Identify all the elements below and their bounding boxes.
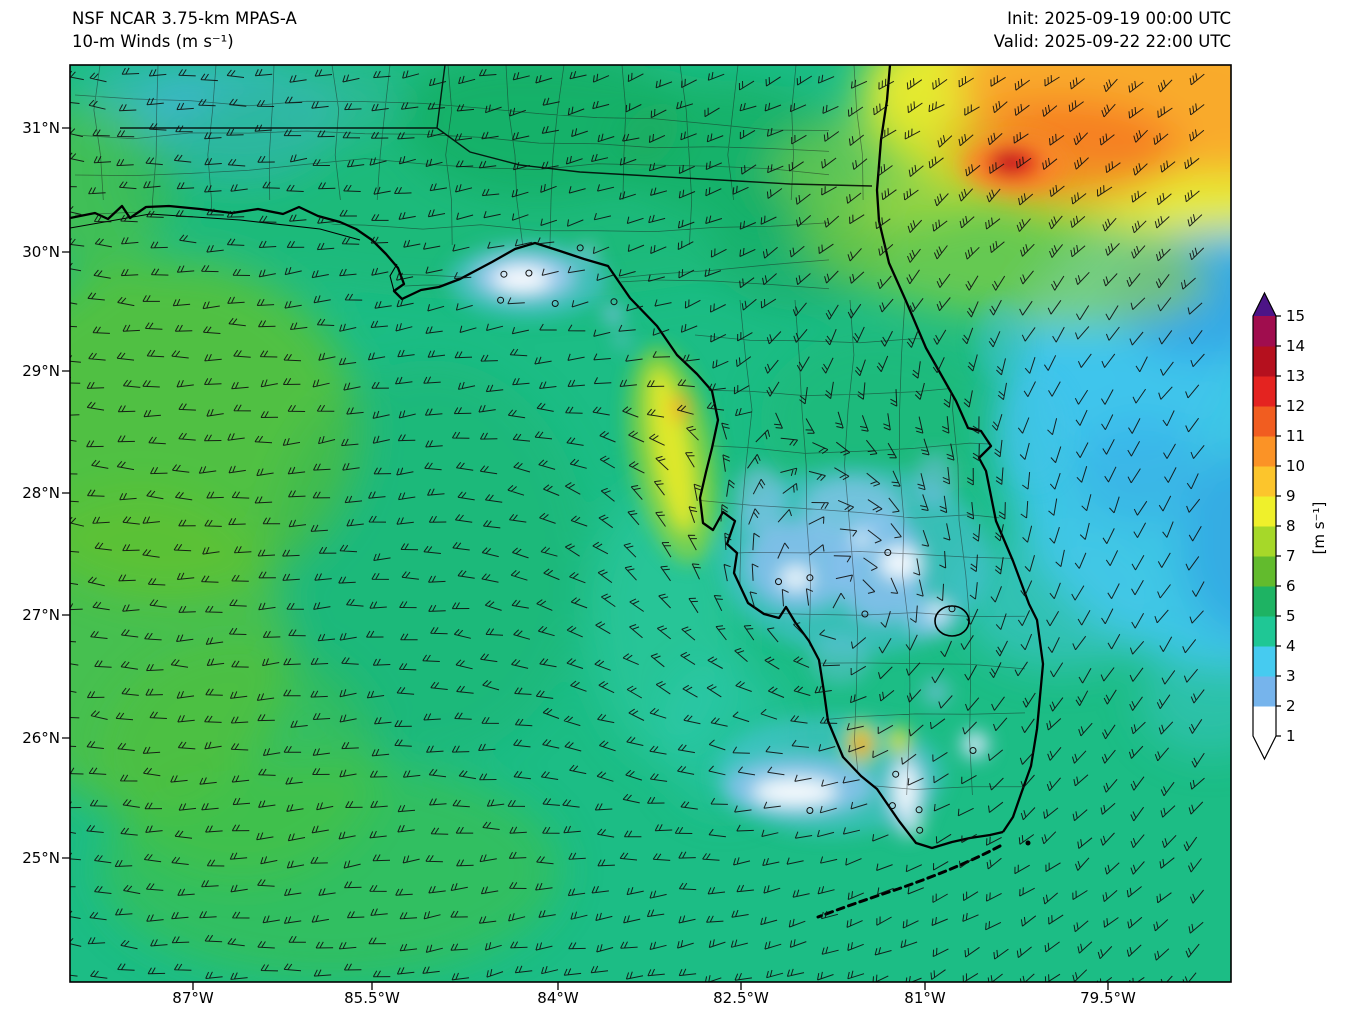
cbar-tick-9: 9 bbox=[1286, 487, 1296, 505]
cbar-tick-10: 10 bbox=[1286, 457, 1305, 475]
wind-speed-field-large bbox=[70, 65, 1231, 980]
cbar-tick-5: 5 bbox=[1286, 607, 1296, 625]
colorbar bbox=[1252, 291, 1281, 761]
model-title: NSF NCAR 3.75-km MPAS-A bbox=[72, 9, 297, 28]
cbar-tick-13: 13 bbox=[1286, 367, 1305, 385]
florida-keys bbox=[816, 844, 1002, 919]
coastline-gulf bbox=[70, 204, 1004, 850]
map-area bbox=[70, 65, 1231, 982]
cbar-tick-11: 11 bbox=[1286, 427, 1305, 445]
lat-label-25n: 25°N bbox=[22, 849, 60, 867]
init-time: Init: 2025-09-19 00:00 UTC bbox=[1007, 9, 1231, 28]
lat-label-29n: 29°N bbox=[22, 362, 60, 380]
barrier-islands bbox=[70, 213, 398, 292]
cbar-tick-15: 15 bbox=[1286, 307, 1305, 325]
state-borders bbox=[120, 65, 873, 187]
cbar-tick-4: 4 bbox=[1286, 637, 1296, 655]
calm-wind-circles bbox=[497, 244, 977, 834]
lat-label-31n: 31°N bbox=[22, 119, 60, 137]
lon-label-82-5w: 82.5°W bbox=[713, 989, 769, 1007]
lat-label-30n: 30°N bbox=[22, 243, 60, 261]
lat-label-27n: 27°N bbox=[22, 606, 60, 624]
valid-time: Valid: 2025-09-22 22:00 UTC bbox=[994, 32, 1231, 51]
key-island-dot bbox=[1025, 840, 1031, 846]
lon-label-81w: 81°W bbox=[904, 989, 946, 1007]
lat-label-28n: 28°N bbox=[22, 484, 60, 502]
map-frame bbox=[69, 64, 1232, 983]
coastline-atlantic bbox=[875, 65, 1045, 833]
lon-label-84w: 84°W bbox=[537, 989, 579, 1007]
lon-label-85-5w: 85.5°W bbox=[344, 989, 400, 1007]
cbar-tick-7: 7 bbox=[1286, 547, 1296, 565]
lon-label-79-5w: 79.5°W bbox=[1080, 989, 1136, 1007]
cbar-tick-3: 3 bbox=[1286, 667, 1296, 685]
field-subtitle: 10-m Winds (m s⁻¹) bbox=[72, 32, 234, 51]
cbar-tick-2: 2 bbox=[1286, 697, 1296, 715]
cbar-tick-8: 8 bbox=[1286, 517, 1296, 535]
county-borders bbox=[74, 65, 1026, 796]
lat-label-26n: 26°N bbox=[22, 729, 60, 747]
cbar-tick-6: 6 bbox=[1286, 577, 1296, 595]
cbar-units-label: [m s⁻¹] bbox=[1310, 502, 1328, 555]
lon-label-87w: 87°W bbox=[172, 989, 214, 1007]
axis-tick-marks bbox=[62, 127, 1109, 990]
cbar-tick-1: 1 bbox=[1286, 727, 1296, 745]
wind-barbs bbox=[70, 67, 1205, 982]
cbar-tick-14: 14 bbox=[1286, 337, 1305, 355]
cbar-tick-12: 12 bbox=[1286, 397, 1305, 415]
